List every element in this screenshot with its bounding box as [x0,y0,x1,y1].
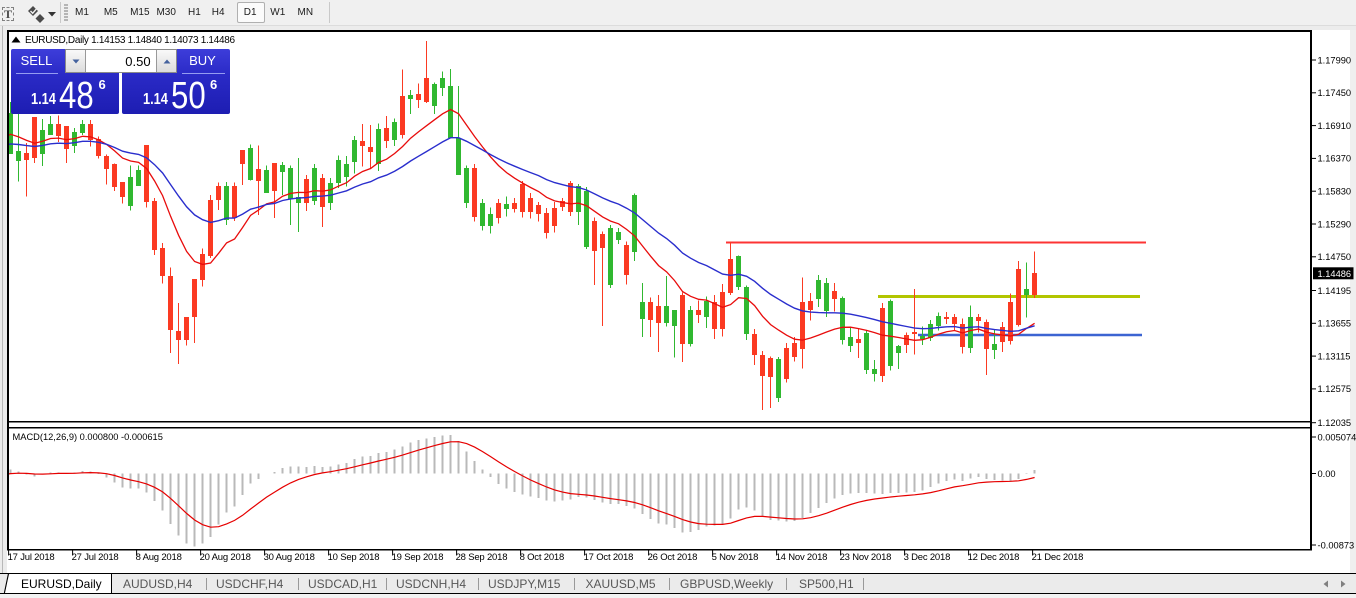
svg-text:14 Nov 2018: 14 Nov 2018 [776,552,828,563]
svg-text:1.17990: 1.17990 [1318,55,1352,65]
svg-text:0.005074: 0.005074 [1318,432,1356,442]
svg-text:0.00: 0.00 [1318,469,1336,479]
svg-text:10 Sep 2018: 10 Sep 2018 [328,552,380,563]
svg-text:8 Oct 2018: 8 Oct 2018 [520,552,564,563]
svg-text:19 Sep 2018: 19 Sep 2018 [392,552,444,563]
svg-text:26 Oct 2018: 26 Oct 2018 [648,552,698,563]
svg-text:1.14486: 1.14486 [1318,269,1352,279]
svg-text:1.16370: 1.16370 [1318,154,1352,164]
svg-text:MACD(12,26,9) 0.000800 -0.0006: MACD(12,26,9) 0.000800 -0.000615 [13,432,163,442]
svg-text:28 Sep 2018: 28 Sep 2018 [456,552,508,563]
svg-text:1.12035: 1.12035 [1318,418,1352,428]
svg-text:1.16910: 1.16910 [1318,121,1352,131]
svg-text:1.14195: 1.14195 [1318,286,1352,296]
svg-text:12 Dec 2018: 12 Dec 2018 [968,552,1020,563]
svg-text:1.17450: 1.17450 [1318,88,1352,98]
svg-text:8 Aug 2018: 8 Aug 2018 [136,552,182,563]
svg-text:1.12575: 1.12575 [1318,384,1352,394]
svg-text:27 Jul 2018: 27 Jul 2018 [72,552,119,563]
svg-text:5 Nov 2018: 5 Nov 2018 [712,552,759,563]
svg-text:17 Oct 2018: 17 Oct 2018 [584,552,634,563]
svg-text:1.13115: 1.13115 [1318,351,1351,361]
svg-text:1.14750: 1.14750 [1318,252,1352,262]
svg-text:17 Jul 2018: 17 Jul 2018 [8,552,55,563]
svg-text:23 Nov 2018: 23 Nov 2018 [840,552,892,563]
svg-text:1.15290: 1.15290 [1318,219,1352,229]
svg-text:EURUSD,Daily 1.14153 1.14840: EURUSD,Daily 1.14153 1.14840 1.14073 1.1… [25,35,235,46]
svg-text:1.15830: 1.15830 [1318,187,1352,197]
svg-text:30 Aug 2018: 30 Aug 2018 [264,552,315,563]
svg-text:3 Dec 2018: 3 Dec 2018 [904,552,951,563]
svg-text:20 Aug 2018: 20 Aug 2018 [200,552,251,563]
svg-text:21 Dec 2018: 21 Dec 2018 [1032,552,1084,563]
svg-text:1.13655: 1.13655 [1318,319,1352,329]
svg-text:-0.00873: -0.00873 [1318,540,1355,550]
